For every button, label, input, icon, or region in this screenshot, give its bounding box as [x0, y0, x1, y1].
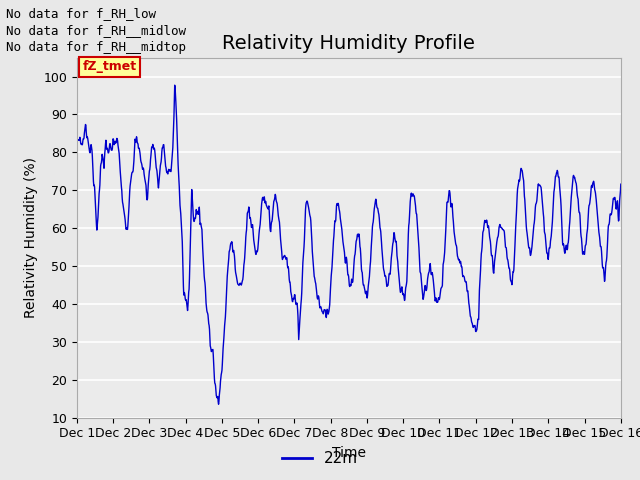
Text: No data for f̲RH̲_midlow: No data for f̲RH̲_midlow	[6, 24, 186, 37]
X-axis label: Time: Time	[332, 446, 366, 460]
Text: fZ_tmet: fZ_tmet	[83, 60, 136, 73]
Y-axis label: Relativity Humidity (%): Relativity Humidity (%)	[24, 157, 38, 318]
Legend: 22m: 22m	[275, 445, 365, 472]
Text: No data for f̲RH̲_midtop: No data for f̲RH̲_midtop	[6, 41, 186, 54]
Text: No data for f_RH_low: No data for f_RH_low	[6, 7, 156, 20]
Title: Relativity Humidity Profile: Relativity Humidity Profile	[222, 34, 476, 53]
